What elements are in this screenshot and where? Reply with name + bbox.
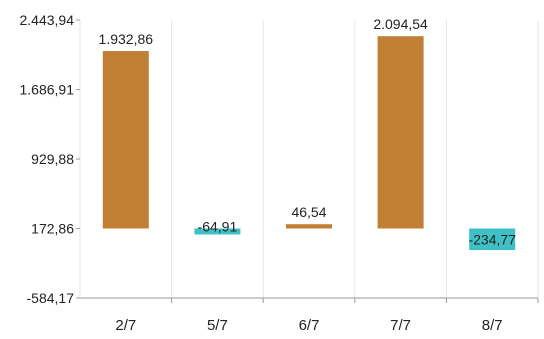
data-label: 46,54 xyxy=(291,204,326,220)
bar xyxy=(469,228,516,251)
y-tick-label: 2.443,94 xyxy=(20,12,75,28)
bar xyxy=(286,224,332,229)
x-tick-label: 2/7 xyxy=(115,317,136,334)
x-tick-label: 6/7 xyxy=(299,317,320,334)
data-label: -234,77 xyxy=(468,231,516,247)
data-label: 2.094,54 xyxy=(373,16,428,32)
data-label: -64,91 xyxy=(198,218,238,234)
x-tick-label: 7/7 xyxy=(390,317,411,334)
data-label: 1.932,86 xyxy=(99,31,154,47)
y-axis-ticks: 2.443,94 1.686,91 929,88 172,86 -584,17 xyxy=(20,12,80,306)
bar xyxy=(102,51,149,229)
data-labels: 1.932,86 -64,91 46,54 2.094,54 -234,77 xyxy=(99,16,517,247)
y-tick-label: 172,86 xyxy=(31,220,74,236)
y-tick-label: 929,88 xyxy=(31,151,74,167)
y-tick-label: -584,17 xyxy=(27,290,75,306)
y-tick-label: 1.686,91 xyxy=(20,82,75,98)
bar xyxy=(377,36,424,229)
x-tick-label: 5/7 xyxy=(207,317,228,334)
bar xyxy=(194,228,241,235)
bars xyxy=(102,36,516,251)
x-axis-categories: 2/7 5/7 6/7 7/7 8/7 xyxy=(115,298,539,334)
x-tick-label: 8/7 xyxy=(482,317,503,334)
